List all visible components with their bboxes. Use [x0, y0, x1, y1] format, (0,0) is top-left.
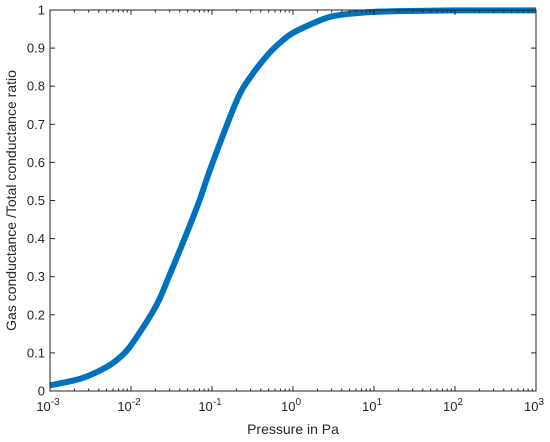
y-tick-label: 0.5	[27, 193, 45, 208]
y-tick-label: 0.2	[27, 307, 45, 322]
x-tick-label: 10-3	[36, 397, 60, 414]
plot-area	[50, 10, 536, 391]
y-tick-label: 0.8	[27, 79, 45, 94]
x-tick-label: 103	[524, 397, 544, 414]
x-tick-label: 102	[443, 397, 463, 414]
y-tick-label: 1	[38, 3, 45, 18]
x-tick-label: 10-2	[117, 397, 141, 414]
x-tick-label: 101	[362, 397, 382, 414]
series-line-0	[49, 7, 537, 389]
y-tick-label: 0.1	[27, 345, 45, 360]
y-tick-label: 0.6	[27, 155, 45, 170]
y-tick-label: 0.3	[27, 269, 45, 284]
x-tick-label: 10-1	[198, 397, 222, 414]
y-tick-label: 0	[38, 384, 45, 399]
y-axis-label: Gas conductance /Total conductance ratio	[3, 70, 19, 331]
y-tick-label: 0.4	[27, 231, 45, 246]
x-axis-label: Pressure in Pa	[247, 421, 339, 437]
x-tick-label: 100	[281, 397, 301, 414]
y-tick-label: 0.9	[27, 41, 45, 56]
y-tick-label: 0.7	[27, 117, 45, 132]
